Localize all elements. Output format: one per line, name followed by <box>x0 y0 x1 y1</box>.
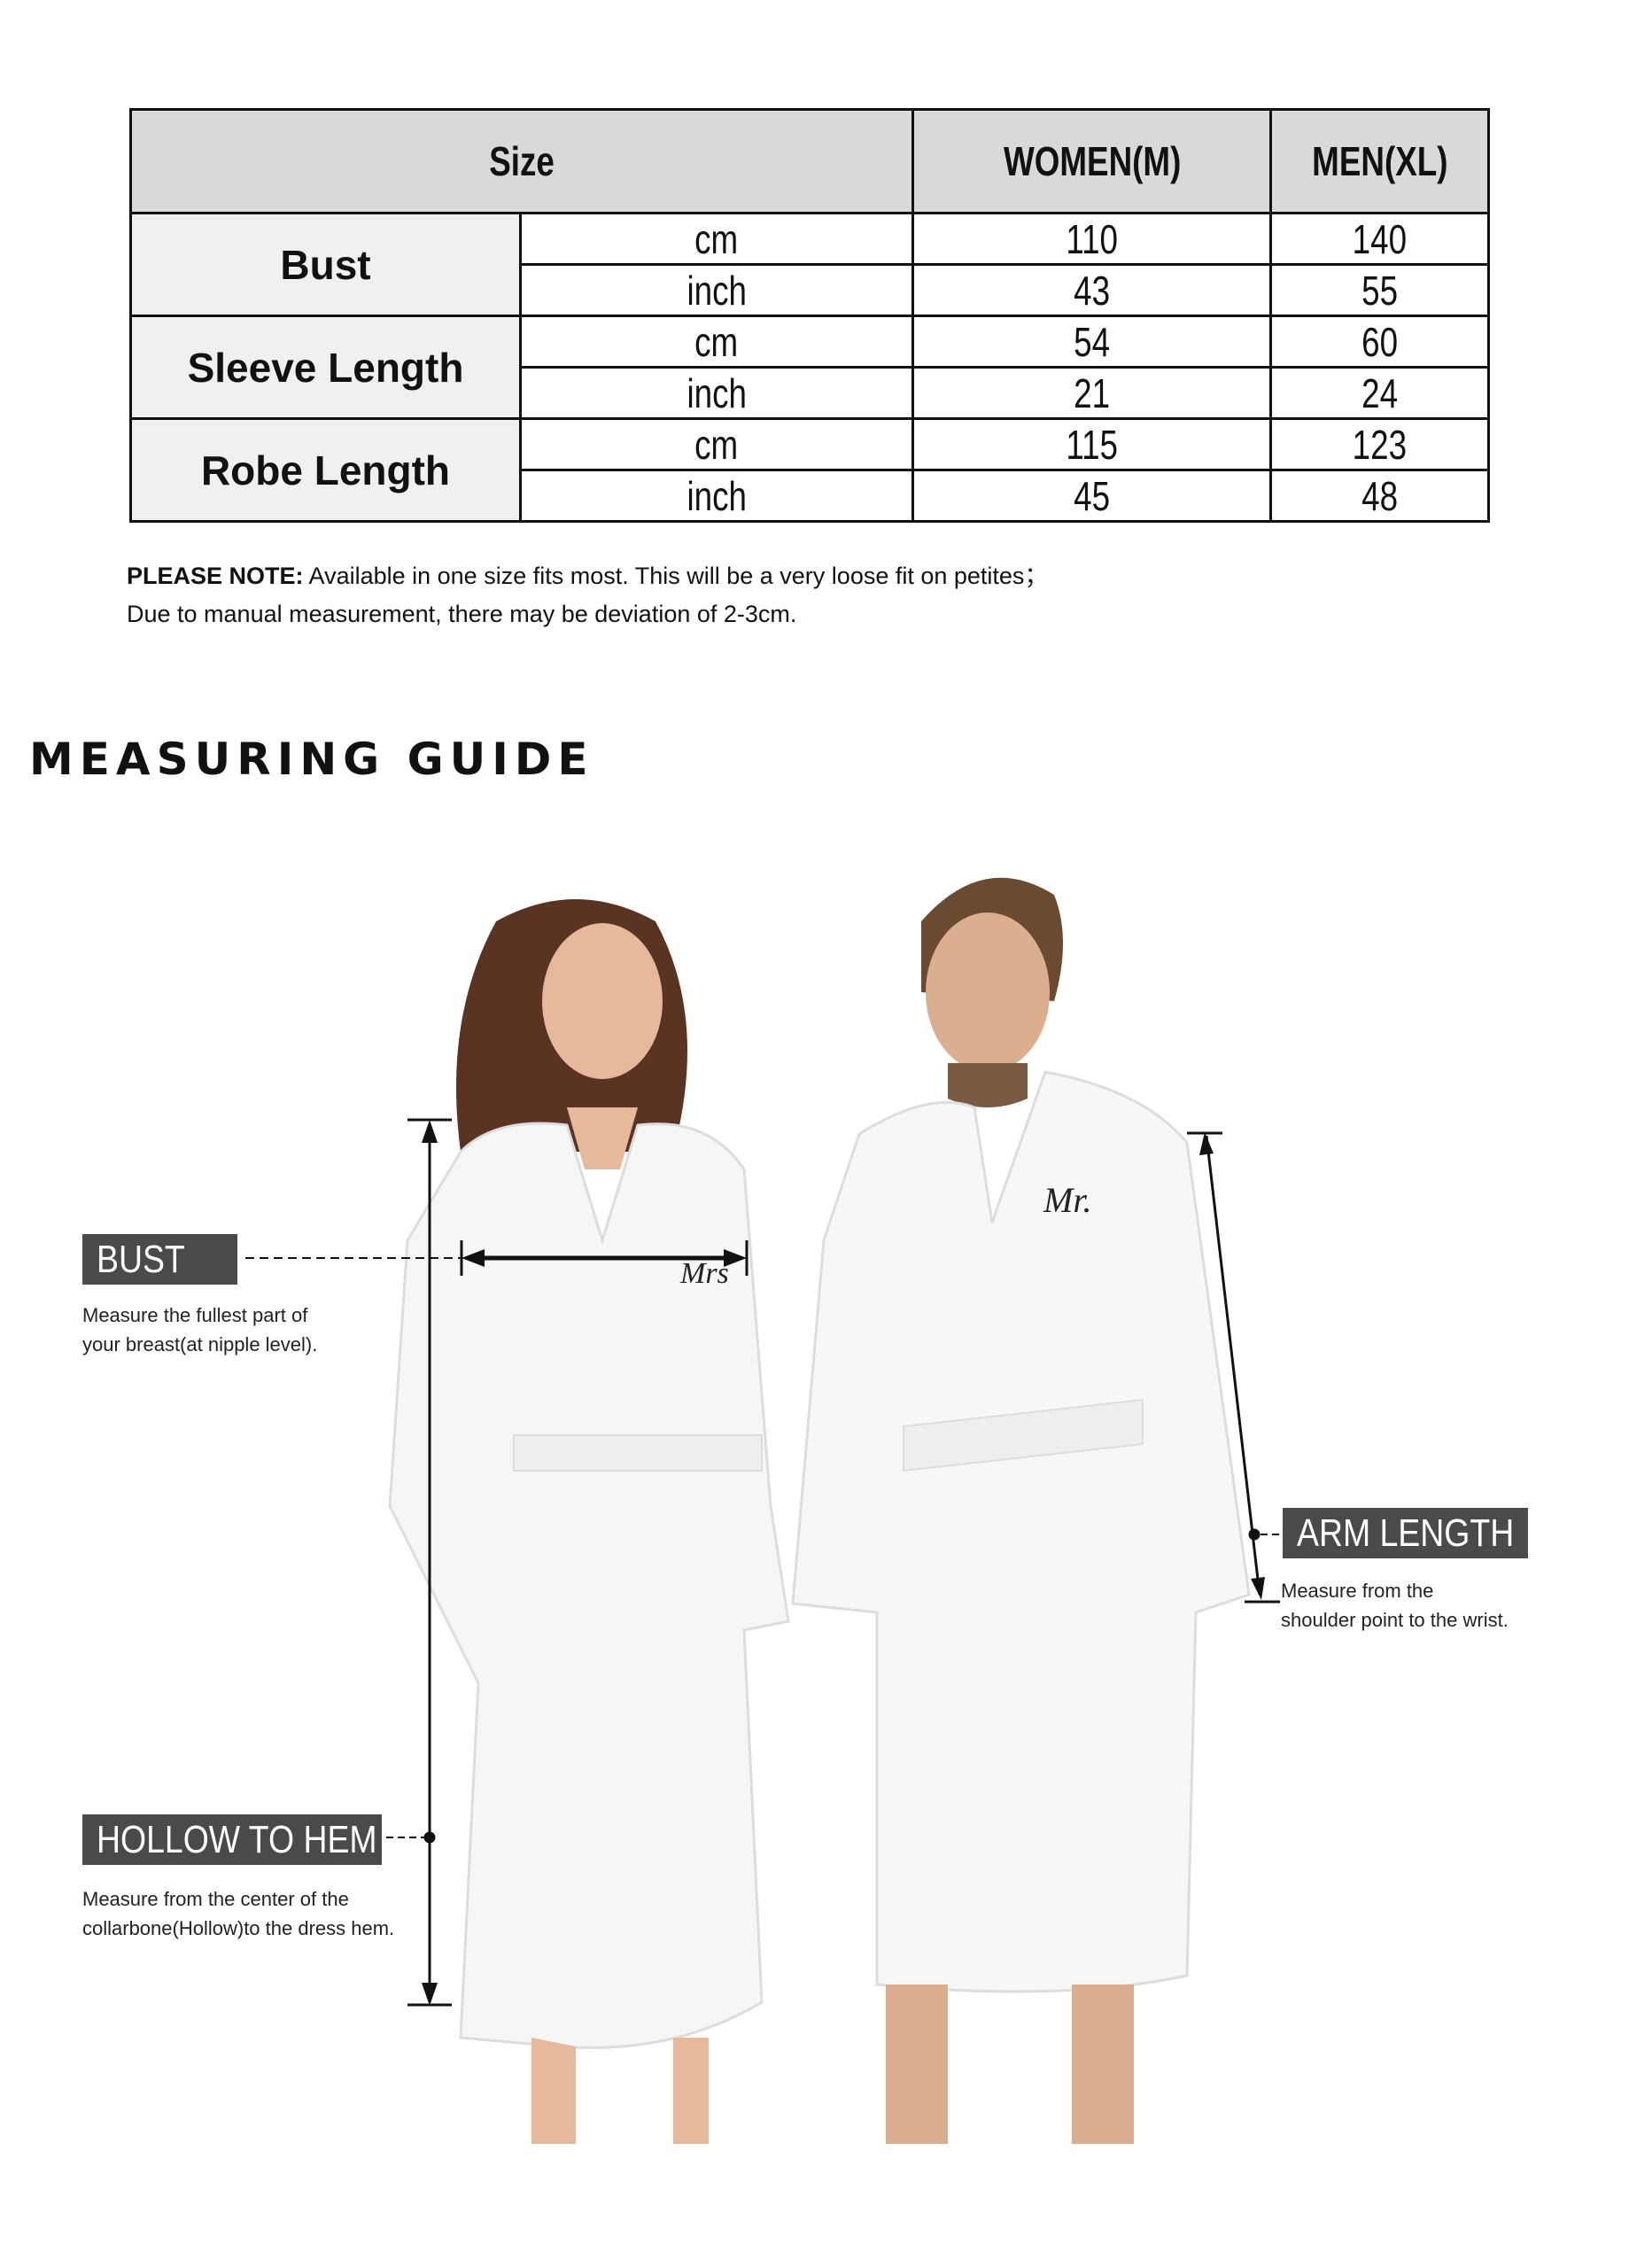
header-size: Size <box>128 108 915 214</box>
table-row: inch 45 48 <box>131 469 1490 523</box>
bust-description: Measure the fullest part of your breast(a… <box>82 1304 318 1355</box>
bust-label: BUST <box>82 1234 237 1285</box>
note-line-2: Due to manual measurement, there may be … <box>127 601 797 627</box>
size-chart: Size WOMEN(M) MEN(XL) Bust cm 110 140 in… <box>128 108 1490 523</box>
woman-figure <box>388 899 790 2144</box>
row-label: Sleeve Length <box>129 315 522 420</box>
header-women: WOMEN(M) <box>911 108 1273 214</box>
embroidery-mr: Mr. <box>1043 1180 1091 1220</box>
header-men: MEN(XL) <box>1269 108 1490 214</box>
hollow-to-hem-label: HOLLOW TO HEM <box>82 1814 382 1865</box>
table-row: inch 21 24 <box>131 366 1490 420</box>
embroidery-mrs: Mrs <box>679 1257 729 1290</box>
table-row: inch 43 55 <box>131 263 1490 317</box>
table-row: Bust cm 110 140 <box>129 212 1490 317</box>
table-row: Robe Length cm 115 123 <box>129 417 1490 523</box>
models-illustration: Mrs Mr. <box>245 877 1283 2144</box>
note-line-1: PLEASE NOTE: Available in one size fits … <box>127 563 1049 589</box>
arm-length-label: ARM LENGTH <box>1283 1508 1528 1558</box>
hollow-to-hem-description: Measure from the center of the collarbone… <box>82 1888 395 1939</box>
section-title: MEASURING GUIDE <box>29 734 594 785</box>
measure-lines <box>245 1118 1283 2007</box>
row-label: Robe Length <box>129 417 522 523</box>
row-label: Bust <box>129 212 522 317</box>
arm-length-description: Measure from the shoulder point to the wr… <box>1281 1580 1509 1631</box>
table-row: Sleeve Length cm 54 60 <box>129 315 1490 420</box>
man-figure <box>791 877 1251 2144</box>
